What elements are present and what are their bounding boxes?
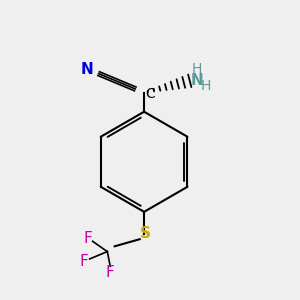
Text: H: H: [200, 79, 211, 92]
Text: F: F: [84, 231, 92, 246]
Text: H: H: [192, 62, 202, 76]
Text: N: N: [191, 73, 203, 88]
Text: C: C: [145, 87, 155, 101]
Text: N: N: [80, 61, 93, 76]
Text: F: F: [80, 254, 88, 269]
Text: F: F: [106, 265, 115, 280]
Text: S: S: [140, 226, 151, 241]
